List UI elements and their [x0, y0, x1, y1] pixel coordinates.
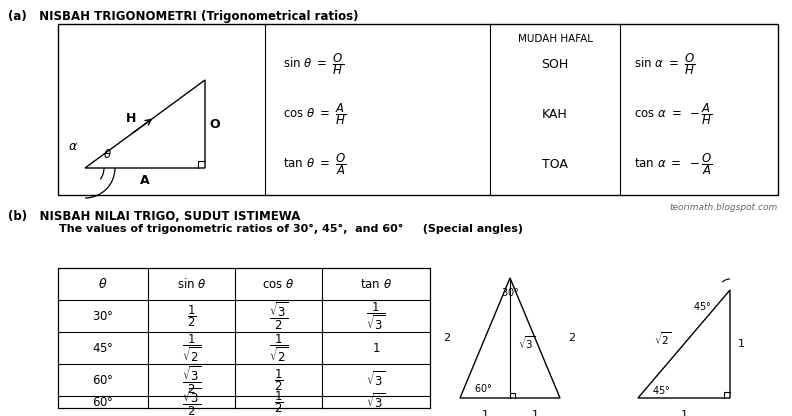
Text: H: H — [126, 112, 136, 126]
Text: $\tan\,\theta\ =\ \dfrac{O}{A}$: $\tan\,\theta\ =\ \dfrac{O}{A}$ — [283, 151, 347, 177]
Text: $45°$: $45°$ — [652, 384, 670, 396]
Text: 2: 2 — [443, 333, 450, 343]
Text: 1: 1 — [482, 410, 489, 416]
Text: $\dfrac{\sqrt{3}}{2}$: $\dfrac{\sqrt{3}}{2}$ — [182, 364, 201, 396]
Text: $30°$: $30°$ — [501, 286, 519, 298]
Text: $1$: $1$ — [371, 342, 380, 354]
Text: KAH: KAH — [543, 107, 568, 121]
Text: $\tan\,\alpha\ =\ -\dfrac{O}{A}$: $\tan\,\alpha\ =\ -\dfrac{O}{A}$ — [634, 151, 713, 177]
Text: $\tan\,\theta$: $\tan\,\theta$ — [360, 277, 392, 290]
Text: $\dfrac{1}{2}$: $\dfrac{1}{2}$ — [274, 389, 284, 415]
Text: $45°$: $45°$ — [693, 300, 711, 312]
Text: A: A — [140, 174, 150, 188]
Text: $\theta$: $\theta$ — [102, 148, 112, 161]
Text: $60°$: $60°$ — [474, 382, 493, 394]
Text: $\sin\,\alpha\ =\ \dfrac{O}{H}$: $\sin\,\alpha\ =\ \dfrac{O}{H}$ — [634, 51, 695, 77]
Text: MUDAH HAFAL: MUDAH HAFAL — [517, 34, 592, 44]
Text: $\cos\,\theta$: $\cos\,\theta$ — [262, 277, 295, 290]
Text: $\sqrt{3}$: $\sqrt{3}$ — [518, 334, 535, 352]
Text: $\theta$: $\theta$ — [98, 277, 108, 291]
Text: $60°$: $60°$ — [92, 374, 114, 386]
Text: The values of trigonometric ratios of 30°, 45°,  and 60°     (Special angles): The values of trigonometric ratios of 30… — [28, 224, 523, 234]
Text: $\alpha$: $\alpha$ — [68, 139, 78, 153]
Text: $\dfrac{1}{\sqrt{2}}$: $\dfrac{1}{\sqrt{2}}$ — [182, 332, 201, 364]
Text: teorimath.blogspot.com: teorimath.blogspot.com — [670, 203, 778, 212]
Text: SOH: SOH — [542, 57, 569, 70]
Text: 2: 2 — [568, 333, 575, 343]
Text: $\dfrac{1}{\sqrt{2}}$: $\dfrac{1}{\sqrt{2}}$ — [268, 332, 288, 364]
Text: $\cos\,\alpha\ =\ -\dfrac{A}{H}$: $\cos\,\alpha\ =\ -\dfrac{A}{H}$ — [634, 101, 713, 127]
Text: $\dfrac{1}{2}$: $\dfrac{1}{2}$ — [274, 367, 284, 393]
Text: 1: 1 — [531, 410, 539, 416]
Text: $\sin\,\theta$: $\sin\,\theta$ — [177, 277, 206, 291]
Text: (a)   NISBAH TRIGONOMETRI (Trigonometrical ratios): (a) NISBAH TRIGONOMETRI (Trigonometrical… — [8, 10, 359, 23]
Text: 1: 1 — [680, 410, 687, 416]
Text: $\sqrt{3}$: $\sqrt{3}$ — [367, 393, 386, 411]
Text: $45°$: $45°$ — [92, 342, 114, 354]
Text: O: O — [210, 117, 220, 131]
Text: $\dfrac{\sqrt{3}}{2}$: $\dfrac{\sqrt{3}}{2}$ — [182, 386, 201, 416]
Bar — [58, 24, 778, 195]
Text: $30°$: $30°$ — [92, 310, 114, 322]
Text: $\cos\,\theta\ =\ \dfrac{A}{H}$: $\cos\,\theta\ =\ \dfrac{A}{H}$ — [283, 101, 347, 127]
Text: $\sqrt{3}$: $\sqrt{3}$ — [367, 371, 386, 389]
Text: $\dfrac{1}{\sqrt{3}}$: $\dfrac{1}{\sqrt{3}}$ — [367, 300, 386, 332]
Text: (b)   NISBAH NILAI TRIGO, SUDUT ISTIMEWA: (b) NISBAH NILAI TRIGO, SUDUT ISTIMEWA — [8, 210, 300, 223]
Text: TOA: TOA — [542, 158, 568, 171]
Text: $\dfrac{\sqrt{3}}{2}$: $\dfrac{\sqrt{3}}{2}$ — [268, 300, 288, 332]
Text: $\sqrt{2}$: $\sqrt{2}$ — [654, 331, 672, 347]
Text: 1: 1 — [738, 339, 745, 349]
Text: $60°$: $60°$ — [92, 396, 114, 409]
Text: $\dfrac{1}{2}$: $\dfrac{1}{2}$ — [187, 303, 196, 329]
Text: $\sin\,\theta\ =\ \dfrac{O}{H}$: $\sin\,\theta\ =\ \dfrac{O}{H}$ — [283, 51, 345, 77]
Bar — [58, 268, 430, 408]
